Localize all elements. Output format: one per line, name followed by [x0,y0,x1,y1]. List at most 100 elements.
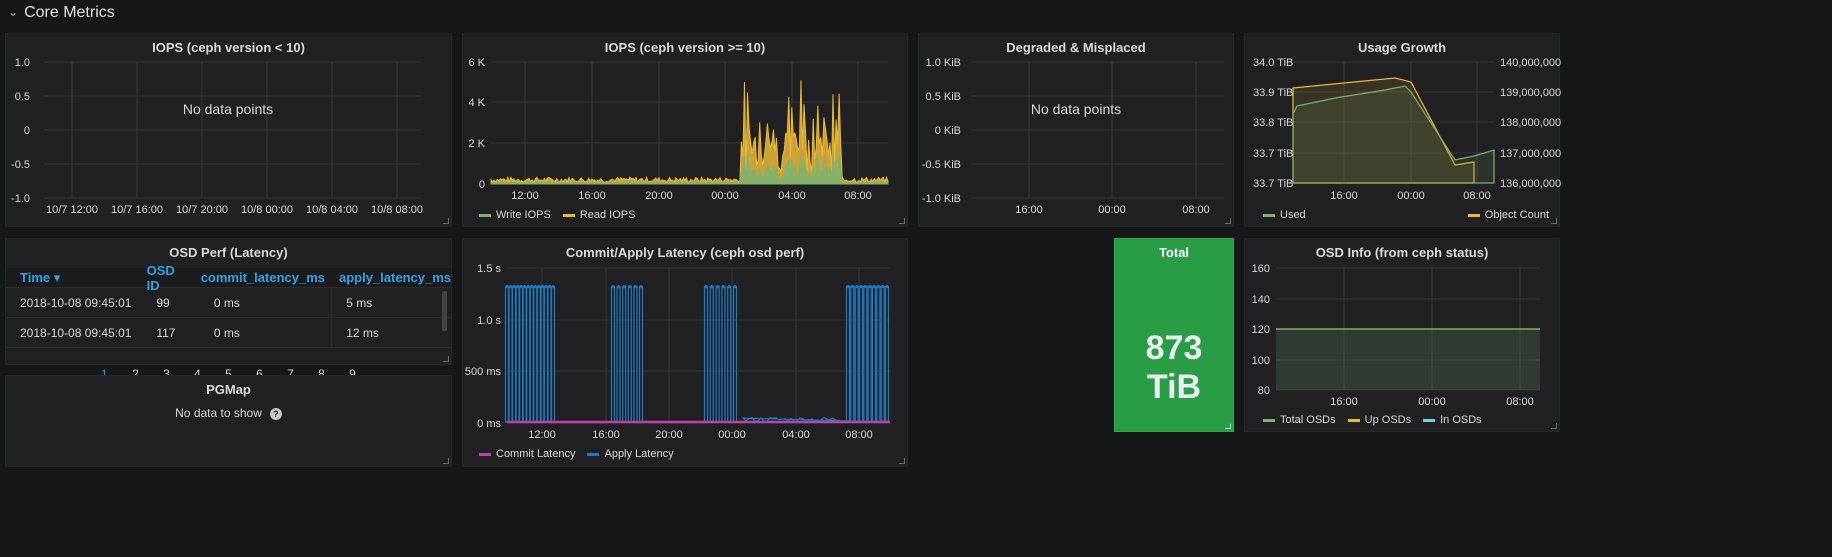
page-link-4[interactable]: 4 [194,367,201,381]
apply-latency-line [504,286,891,423]
panel-title: IOPS (ceph version < 10) [152,40,305,55]
legend-item-commit-latency[interactable]: Commit Latency [479,448,575,460]
iops-new-graph: 6 K 4 K 2 K 0 12:00 16:00 20:00 00:00 04… [468,57,889,202]
table-row: 2018-10-08 09:45:01 117 0 ms 12 ms [6,318,451,348]
y-tick: 0 ms [477,418,501,430]
cell-osd-id: 99 [156,295,170,310]
panel-osd-perf[interactable]: OSD Perf (Latency) Time ▾ OSD ID commit_… [5,238,452,381]
panel-osd-info[interactable]: OSD Info (from ceph status) 160 140 120 … [1244,238,1560,432]
legend-item-read-iops[interactable]: Read IOPS [562,209,635,221]
legend-item-up-osds[interactable]: Up OSDs [1347,414,1412,426]
apply-latency-point [876,285,880,289]
iops-old-graph: 1.0 0.5 0 -0.5 -1.0 10/7 12:00 10/7 16:0… [11,57,423,216]
y-tick: 1.0 KiB [926,57,961,69]
legend-label: Total OSDs [1280,414,1336,426]
legend-swatch [587,452,600,456]
panel-title: PGMap [206,382,251,397]
legend-item-used[interactable]: Used [1263,209,1306,221]
read-iops-area [490,80,889,185]
cell-apply-latency: 12 ms [331,318,451,347]
x-tick: 00:00 [1397,190,1425,202]
legend-right: Object Count [1467,209,1549,221]
resize-handle[interactable] [443,218,449,224]
legend: Write IOPS Read IOPS [479,209,635,221]
table-header: Time ▾ OSD ID commit_latency_ms apply_la… [6,263,451,293]
page-link-6[interactable]: 6 [256,367,263,381]
panel-pgmap[interactable]: PGMap No data to show? [5,375,452,467]
page-link-7[interactable]: 7 [287,367,294,381]
page-link-5[interactable]: 5 [225,367,232,381]
page-link-3[interactable]: 3 [163,367,170,381]
x-tick: 10/7 12:00 [46,204,98,216]
y-tick: 2 K [468,138,485,150]
x-tick: 08:00 [1182,204,1210,216]
sort-desc-icon: ▾ [53,269,61,285]
panel-iops-new[interactable]: IOPS (ceph version >= 10) 6 K 4 K 2 K 0 … [462,33,908,227]
resize-handle[interactable] [899,458,905,464]
osd-info-graph: 160 140 120 100 80 16:00 00:00 08:00 [1252,263,1540,408]
panel-iops-old[interactable]: IOPS (ceph version < 10) 1.0 0.5 0 -0.5 … [5,33,452,227]
legend-label: Up OSDs [1364,414,1412,426]
y-tick-left: 33.7 TiB [1253,178,1293,190]
legend-item-write-iops[interactable]: Write IOPS [479,209,551,221]
legend-item-apply-latency[interactable]: Apply Latency [587,448,674,460]
apply-latency-point [551,285,555,289]
resize-handle[interactable] [1551,423,1557,429]
apply-latency-point [622,285,626,289]
x-tick: 20:00 [655,429,683,441]
y-tick: -0.5 KiB [922,159,961,171]
column-header-time[interactable]: Time ▾ [20,269,61,285]
column-header-commit-latency[interactable]: commit_latency_ms [200,270,325,285]
legend-swatch [479,213,491,217]
page-link-2[interactable]: 2 [132,367,139,381]
usage-graph: 34.0 TiB 33.9 TiB 33.8 TiB 33.7 TiB 33.7… [1253,57,1561,202]
legend-item-in-osds[interactable]: In OSDs [1423,414,1482,426]
page-link-9[interactable]: 9 [349,367,356,381]
table-row: 2018-10-08 09:45:01 99 0 ms 5 ms [6,288,451,318]
y-tick-left: 33.7 TiB [1253,148,1293,160]
apply-latency-point [716,285,720,289]
column-header-apply-latency[interactable]: apply_latency_ms [338,270,451,285]
page-link-1[interactable]: 1 [101,367,108,381]
apply-latency-point [727,285,731,289]
cell-osd-id: 117 [156,325,176,340]
resize-handle[interactable] [1225,423,1231,429]
resize-handle[interactable] [443,356,449,362]
cell-time: 2018-10-08 09:45:01 [20,325,132,340]
legend-item-total-osds[interactable]: Total OSDs [1263,414,1336,426]
x-tick: 20:00 [645,190,673,202]
panel-commit-apply-latency[interactable]: Commit/Apply Latency (ceph osd perf) 1.5… [462,238,908,467]
table-scrollbar[interactable] [442,291,447,331]
x-tick: 16:00 [1330,190,1358,202]
panel-usage-growth[interactable]: Usage Growth 34.0 TiB 33.9 TiB 33.8 TiB … [1244,33,1561,227]
panel-title: IOPS (ceph version >= 10) [604,40,766,55]
resize-handle[interactable] [899,218,905,224]
y-tick: 120 [1252,324,1270,336]
cell-apply-latency: 5 ms [331,288,451,317]
legend-swatch [1263,213,1275,217]
row-header-core-metrics[interactable]: ⌄ Core Metrics [8,2,115,24]
x-tick: 00:00 [718,429,746,441]
x-tick: 04:00 [778,190,806,202]
column-header-osd-id[interactable]: OSD ID [146,262,175,293]
apply-latency-point [855,285,859,289]
resize-handle[interactable] [1551,218,1557,224]
legend-left: Used [1263,209,1306,221]
x-tick: 16:00 [592,429,620,441]
write-iops-area [490,151,889,185]
apply-latency-point [530,285,534,289]
y-tick-right: 137,000,000 [1500,148,1561,160]
cell-commit-latency: 0 ms [213,325,240,340]
help-icon[interactable]: ? [269,407,282,420]
panel-total-stat[interactable]: Total 873 TiB [1114,238,1234,432]
legend-item-object-count[interactable]: Object Count [1467,209,1549,221]
resize-handle[interactable] [1225,218,1231,224]
legend-label: Used [1280,209,1306,221]
apply-latency-point [523,285,527,289]
resize-handle[interactable] [443,458,449,464]
panel-title: Usage Growth [1357,40,1447,55]
x-tick: 10/8 00:00 [241,204,293,216]
y-tick-left: 34.0 TiB [1253,57,1293,69]
page-link-8[interactable]: 8 [318,367,325,381]
panel-degraded-misplaced[interactable]: Degraded & Misplaced 1.0 KiB 0.5 KiB 0 K… [918,33,1234,227]
